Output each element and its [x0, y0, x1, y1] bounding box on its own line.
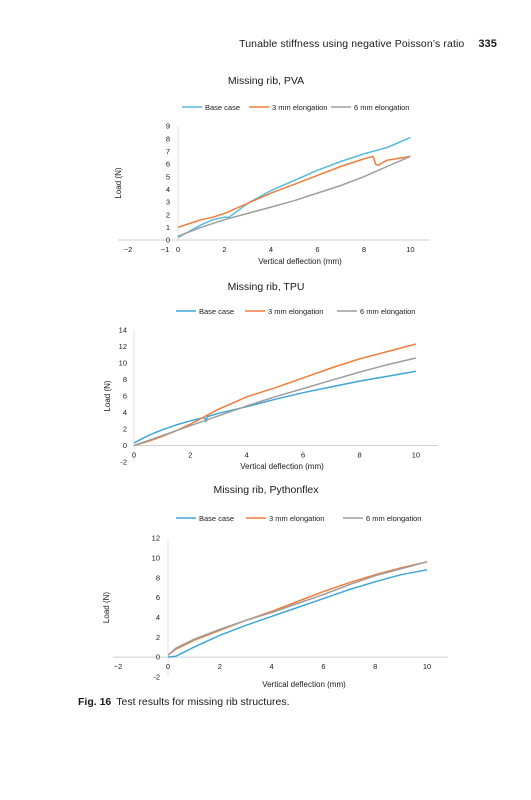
x-tick-label: 2: [218, 662, 222, 671]
legend-label: Base case: [199, 514, 234, 523]
y-axis-label: Load (N): [103, 380, 112, 411]
x-tick-label: 8: [362, 245, 366, 254]
y-tick-label: 4: [156, 613, 160, 622]
x-tick-label: 6: [301, 451, 305, 460]
y-tick-label: 5: [166, 172, 170, 181]
chart-pythonflex: Missing rib, Pythonflex Base case 3 mm elo…: [102, 484, 448, 689]
y-tick-label: 0: [166, 236, 170, 245]
y-tick-label: 10: [119, 359, 127, 368]
y-tick-label: 2: [166, 210, 170, 219]
x-tick-label: −2: [114, 662, 123, 671]
x-tick-label: 2: [188, 451, 192, 460]
y-tick-label: 3: [166, 198, 170, 207]
caption-label: Fig. 16: [78, 696, 112, 708]
x-axis-label: Vertical deflection (mm): [258, 257, 342, 266]
legend-label: 3 mm elongation: [269, 514, 324, 523]
legend-label: 3 mm elongation: [268, 307, 323, 316]
x-tick-label: 6: [315, 245, 319, 254]
y-tick-label: 14: [119, 326, 127, 335]
chart-title: Missing rib, PVA: [228, 75, 304, 87]
y-tick-label: 12: [119, 342, 127, 351]
x-tick-label: 10: [412, 451, 420, 460]
y-tick-label: 1: [166, 223, 170, 232]
chart-pva: Missing rib, PVA Base case 3 mm elongation…: [114, 75, 430, 266]
figure-caption: Fig. 16 Test results for missing rib stru…: [78, 696, 290, 708]
x-tick-label: 10: [406, 245, 414, 254]
y-tick-label: -2: [153, 673, 160, 682]
legend-label: 3 mm elongation: [272, 103, 327, 112]
y-tick-label: 0: [156, 653, 160, 662]
x-tick-label: 0: [166, 662, 170, 671]
y-tick-label: 12: [152, 534, 160, 543]
series-line: [177, 136, 411, 239]
y-tick-label: 8: [166, 134, 170, 143]
running-head: Tunable stiffness using negative Poisson…: [239, 38, 497, 50]
y-tick-label: 4: [123, 408, 127, 417]
x-tick-label: 4: [270, 662, 274, 671]
y-tick-label: 2: [123, 425, 127, 434]
caption-text: Test results for missing rib structures.: [116, 696, 290, 708]
x-tick-label: 4: [269, 245, 273, 254]
x-tick-label: 0: [132, 451, 136, 460]
y-tick-label: 6: [123, 392, 127, 401]
y-axis-label: Load (N): [102, 592, 111, 623]
y-tick-label: 4: [166, 185, 170, 194]
x-tick-label: 8: [373, 662, 377, 671]
x-tick-label: −1: [161, 245, 170, 254]
x-tick-label: 10: [423, 662, 431, 671]
series-line: [167, 561, 428, 656]
series-line: [177, 155, 411, 237]
legend-label: 6 mm elongation: [366, 514, 421, 523]
y-tick-label: 9: [166, 122, 170, 131]
series-line: [167, 569, 428, 658]
running-title: Tunable stiffness using negative Poisson…: [239, 38, 465, 50]
page-number: 335: [478, 38, 497, 50]
y-tick-label: 8: [156, 573, 160, 582]
x-tick-label: 2: [222, 245, 226, 254]
x-tick-label: 6: [321, 662, 325, 671]
y-tick-label: 0: [123, 441, 127, 450]
series-line: [133, 370, 417, 444]
y-tick-label: 8: [123, 375, 127, 384]
series-line: [177, 155, 411, 229]
legend-label: 6 mm elongation: [354, 103, 409, 112]
y-tick-label: 7: [166, 147, 170, 156]
x-tick-label: 0: [176, 245, 180, 254]
x-tick-label: 4: [245, 451, 249, 460]
y-axis-label: Load (N): [114, 167, 123, 198]
legend-label: 6 mm elongation: [360, 307, 415, 316]
x-axis-label: Vertical deflection (mm): [240, 462, 324, 471]
y-tick-label: 10: [152, 553, 160, 562]
y-tick-label: -2: [120, 458, 127, 467]
chart-title: Missing rib, TPU: [228, 281, 305, 293]
x-axis-label: Vertical deflection (mm): [262, 680, 346, 689]
y-tick-label: 6: [166, 160, 170, 169]
chart-tpu: Missing rib, TPU Base case 3 mm elongation…: [103, 281, 438, 471]
series-line: [167, 561, 428, 656]
x-tick-label: 8: [357, 451, 361, 460]
chart-title: Missing rib, Pythonflex: [213, 484, 319, 496]
y-tick-label: 2: [156, 633, 160, 642]
y-tick-label: 6: [156, 593, 160, 602]
series-line: [133, 357, 417, 447]
legend-label: Base case: [199, 307, 234, 316]
x-tick-label: −2: [124, 245, 133, 254]
legend-label: Base case: [205, 103, 240, 112]
